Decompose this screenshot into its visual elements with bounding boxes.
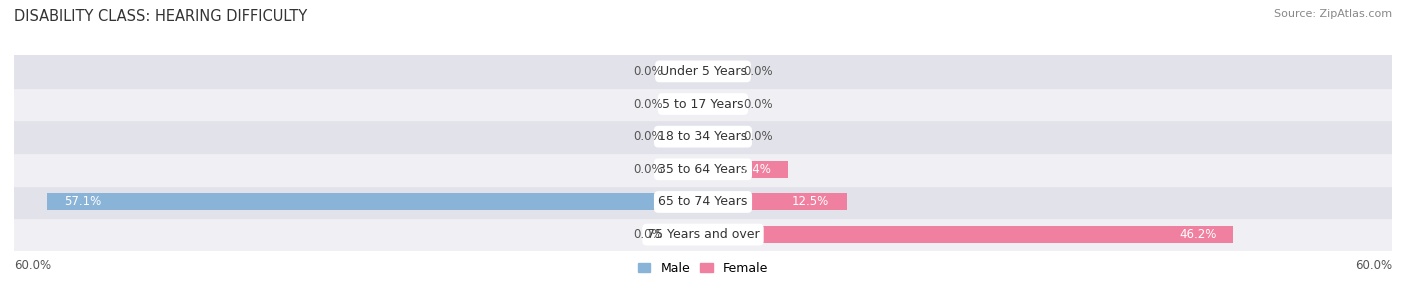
Bar <box>48 193 703 211</box>
Bar <box>675 226 703 243</box>
Text: 18 to 34 Years: 18 to 34 Years <box>658 130 748 143</box>
Bar <box>14 186 1392 218</box>
Bar <box>703 128 731 145</box>
Text: Under 5 Years: Under 5 Years <box>659 65 747 78</box>
Bar <box>14 153 1392 186</box>
Text: 5 to 17 Years: 5 to 17 Years <box>662 98 744 110</box>
Text: 7.4%: 7.4% <box>741 163 770 176</box>
Bar <box>14 55 1392 88</box>
Text: 57.1%: 57.1% <box>65 196 101 208</box>
Bar <box>14 120 1392 153</box>
Bar <box>703 95 731 113</box>
Bar <box>675 161 703 178</box>
Text: 60.0%: 60.0% <box>1355 259 1392 272</box>
Text: 0.0%: 0.0% <box>633 65 662 78</box>
Text: 35 to 64 Years: 35 to 64 Years <box>658 163 748 176</box>
Text: DISABILITY CLASS: HEARING DIFFICULTY: DISABILITY CLASS: HEARING DIFFICULTY <box>14 9 308 24</box>
Text: 12.5%: 12.5% <box>792 196 830 208</box>
Text: 0.0%: 0.0% <box>744 98 773 110</box>
Text: 0.0%: 0.0% <box>744 130 773 143</box>
Text: 65 to 74 Years: 65 to 74 Years <box>658 196 748 208</box>
Text: Source: ZipAtlas.com: Source: ZipAtlas.com <box>1274 9 1392 19</box>
Text: 0.0%: 0.0% <box>633 130 662 143</box>
Bar <box>675 95 703 113</box>
Text: 75 Years and over: 75 Years and over <box>647 228 759 241</box>
Bar <box>703 63 731 80</box>
Legend: Male, Female: Male, Female <box>633 257 773 280</box>
Text: 0.0%: 0.0% <box>633 163 662 176</box>
Text: 46.2%: 46.2% <box>1178 228 1216 241</box>
Bar <box>14 88 1392 120</box>
Bar <box>14 218 1392 251</box>
Bar <box>675 128 703 145</box>
Bar <box>703 226 1233 243</box>
Bar <box>703 161 787 178</box>
Text: 0.0%: 0.0% <box>633 98 662 110</box>
Bar <box>703 193 846 211</box>
Text: 0.0%: 0.0% <box>633 228 662 241</box>
Text: 0.0%: 0.0% <box>744 65 773 78</box>
Text: 60.0%: 60.0% <box>14 259 51 272</box>
Bar <box>675 63 703 80</box>
